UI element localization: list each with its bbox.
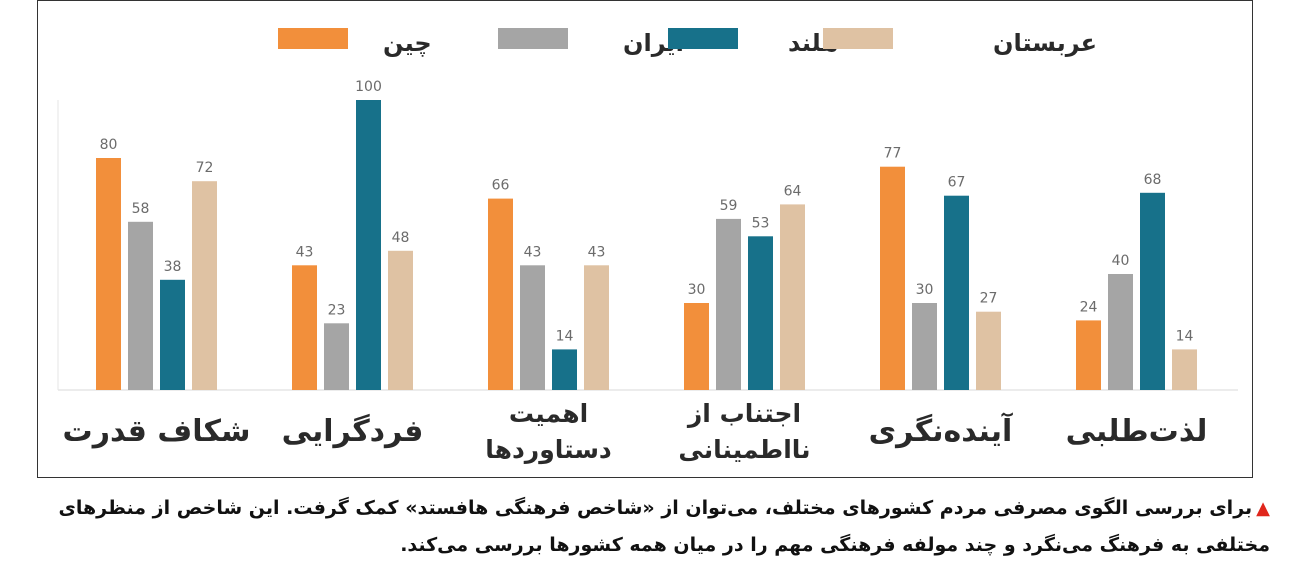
bar-0-3	[684, 303, 709, 390]
bar-3-3	[780, 204, 805, 390]
category-label-2-0: اهمیت	[509, 399, 588, 428]
data-label-2-1: 100	[355, 79, 382, 95]
figure-caption: ▲برای بررسی الگوی مصرفی مردم کشورهای مخت…	[20, 490, 1270, 563]
bar-1-4	[912, 303, 937, 390]
legend-swatch-3	[823, 28, 893, 49]
category-label-3-1: نااطمینانی	[678, 435, 810, 464]
data-label-2-2: 14	[556, 328, 574, 344]
bar-2-1	[356, 100, 381, 390]
data-label-0-3: 30	[688, 282, 706, 298]
bar-1-0	[128, 221, 153, 390]
data-label-1-0: 58	[132, 201, 150, 217]
data-label-0-0: 80	[100, 137, 118, 153]
data-label-2-3: 53	[752, 215, 770, 231]
legend-label-3: عربستان	[993, 29, 1097, 57]
data-label-0-5: 24	[1080, 299, 1098, 315]
bar-3-1	[388, 250, 413, 390]
data-label-0-1: 43	[296, 244, 314, 260]
bar-2-3	[748, 236, 773, 390]
bar-3-5	[1172, 349, 1197, 390]
legend-swatch-2	[668, 28, 738, 49]
category-label-4-0: آینده‌نگری	[869, 412, 1013, 449]
bar-3-2	[584, 265, 609, 390]
data-label-1-4: 30	[916, 282, 934, 298]
category-label-1-0: فردگرایی	[282, 413, 424, 449]
bar-3-0	[192, 181, 217, 390]
category-label-3-0: اجتناب از	[686, 399, 801, 428]
category-label-5-0: لذت‌طلبی	[1066, 414, 1208, 449]
data-label-3-1: 48	[392, 230, 410, 246]
data-label-1-1: 23	[328, 302, 346, 318]
bar-2-0	[160, 279, 185, 390]
data-label-0-4: 77	[884, 146, 902, 162]
data-label-1-5: 40	[1112, 253, 1130, 269]
bar-0-5	[1076, 320, 1101, 390]
bar-0-4	[880, 166, 905, 390]
category-label-0-0: شکاف قدرت	[63, 414, 251, 449]
data-label-1-3: 59	[720, 198, 738, 214]
legend-label-0: چین	[383, 29, 432, 57]
bar-2-4	[944, 195, 969, 390]
bar-1-1	[324, 323, 349, 390]
data-label-2-4: 67	[948, 175, 966, 191]
data-label-0-2: 66	[492, 178, 510, 194]
data-label-2-0: 38	[164, 259, 182, 275]
data-label-2-5: 68	[1144, 172, 1162, 188]
data-label-3-3: 64	[784, 183, 802, 199]
legend-swatch-0	[278, 28, 348, 49]
data-label-3-5: 14	[1176, 328, 1194, 344]
category-label-2-1: دستاوردها	[485, 435, 612, 465]
data-label-1-2: 43	[524, 244, 542, 260]
bar-0-1	[292, 265, 317, 390]
bar-chart: 80 58 38 72 شکاف قدرت 43 23 100 48 فردگرایی 66 43 14…	[57, 28, 1238, 465]
legend-swatch-1	[498, 28, 568, 49]
caption-text: برای بررسی الگوی مصرفی مردم کشورهای مختل…	[58, 497, 1270, 556]
data-label-3-4: 27	[980, 291, 998, 307]
bar-3-4	[976, 311, 1001, 390]
bar-0-0	[96, 158, 121, 390]
bar-0-2	[488, 198, 513, 390]
data-label-3-0: 72	[196, 160, 214, 176]
bar-2-2	[552, 349, 577, 390]
bar-1-3	[716, 218, 741, 390]
bar-1-5	[1108, 274, 1133, 390]
chart-frame: 80 58 38 72 شکاف قدرت 43 23 100 48 فردگرایی 66 43 14…	[37, 0, 1253, 478]
data-label-3-2: 43	[588, 244, 606, 260]
caption-triangle-icon: ▲	[1256, 498, 1270, 519]
bar-2-5	[1140, 192, 1165, 390]
bar-1-2	[520, 265, 545, 390]
